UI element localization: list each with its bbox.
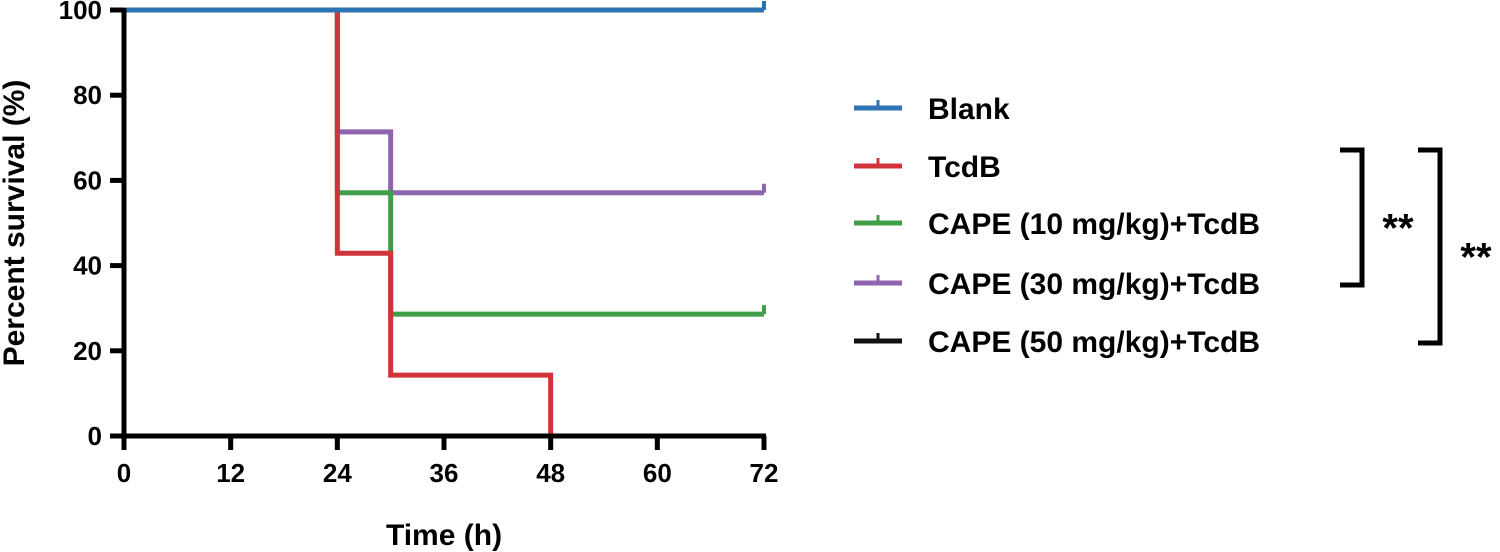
legend-item-cape-50-mg-kg-tcdb: CAPE (50 mg/kg)+TcdB — [854, 326, 1260, 359]
x-tick-label: 0 — [117, 458, 131, 488]
y-tick-label: 80 — [73, 80, 102, 110]
x-tick-label: 60 — [643, 458, 672, 488]
significance-label: ** — [1382, 207, 1414, 251]
y-tick-label: 20 — [73, 336, 102, 366]
x-tick-label: 48 — [536, 458, 565, 488]
series-line-cape-30-mg-kg-tcdb — [124, 7, 764, 196]
series-line-tcdb — [124, 7, 554, 436]
bracket-line — [1418, 147, 1443, 346]
series-line-cape-10-mg-kg-tcdb — [124, 7, 764, 317]
x-tick-label: 12 — [216, 458, 245, 488]
bracket-line — [1340, 147, 1365, 288]
legend-label: TcdB — [928, 151, 1001, 184]
x-tick-label: 24 — [323, 458, 352, 488]
legend-label: CAPE (30 mg/kg)+TcdB — [928, 268, 1260, 301]
significance-bracket: ** — [1340, 147, 1414, 288]
significance-bracket: ** — [1418, 147, 1492, 346]
y-tick-label: 40 — [73, 251, 102, 281]
legend-item-cape-30-mg-kg-tcdb: CAPE (30 mg/kg)+TcdB — [854, 268, 1260, 301]
axes-layer: 0 20 40 60 80 100 0 12 24 36 48 60 72 Time (h) Percent… — [0, 0, 778, 552]
legend-item-blank: Blank — [854, 93, 1010, 126]
y-axis-title: Percent survival (%) — [0, 80, 31, 367]
legend: Blank TcdB CAPE (10 mg/kg)+TcdB CAPE (30 mg… — [854, 93, 1260, 359]
y-tick-label: 60 — [73, 165, 102, 195]
significance-label: ** — [1460, 236, 1492, 280]
legend-item-tcdb: TcdB — [854, 151, 1001, 184]
legend-item-cape-10-mg-kg-tcdb: CAPE (10 mg/kg)+TcdB — [854, 208, 1260, 241]
y-tick-label: 100 — [59, 0, 102, 25]
legend-label: CAPE (10 mg/kg)+TcdB — [928, 208, 1260, 241]
legend-label: CAPE (50 mg/kg)+TcdB — [928, 326, 1260, 359]
legend-label: Blank — [928, 93, 1010, 126]
x-axis-title: Time (h) — [386, 519, 502, 552]
y-tick-label: 0 — [88, 421, 102, 451]
series-layer — [124, 1, 766, 436]
x-tick-label: 72 — [750, 458, 779, 488]
significance-brackets: ** ** — [1340, 147, 1492, 346]
x-tick-label: 36 — [430, 458, 459, 488]
